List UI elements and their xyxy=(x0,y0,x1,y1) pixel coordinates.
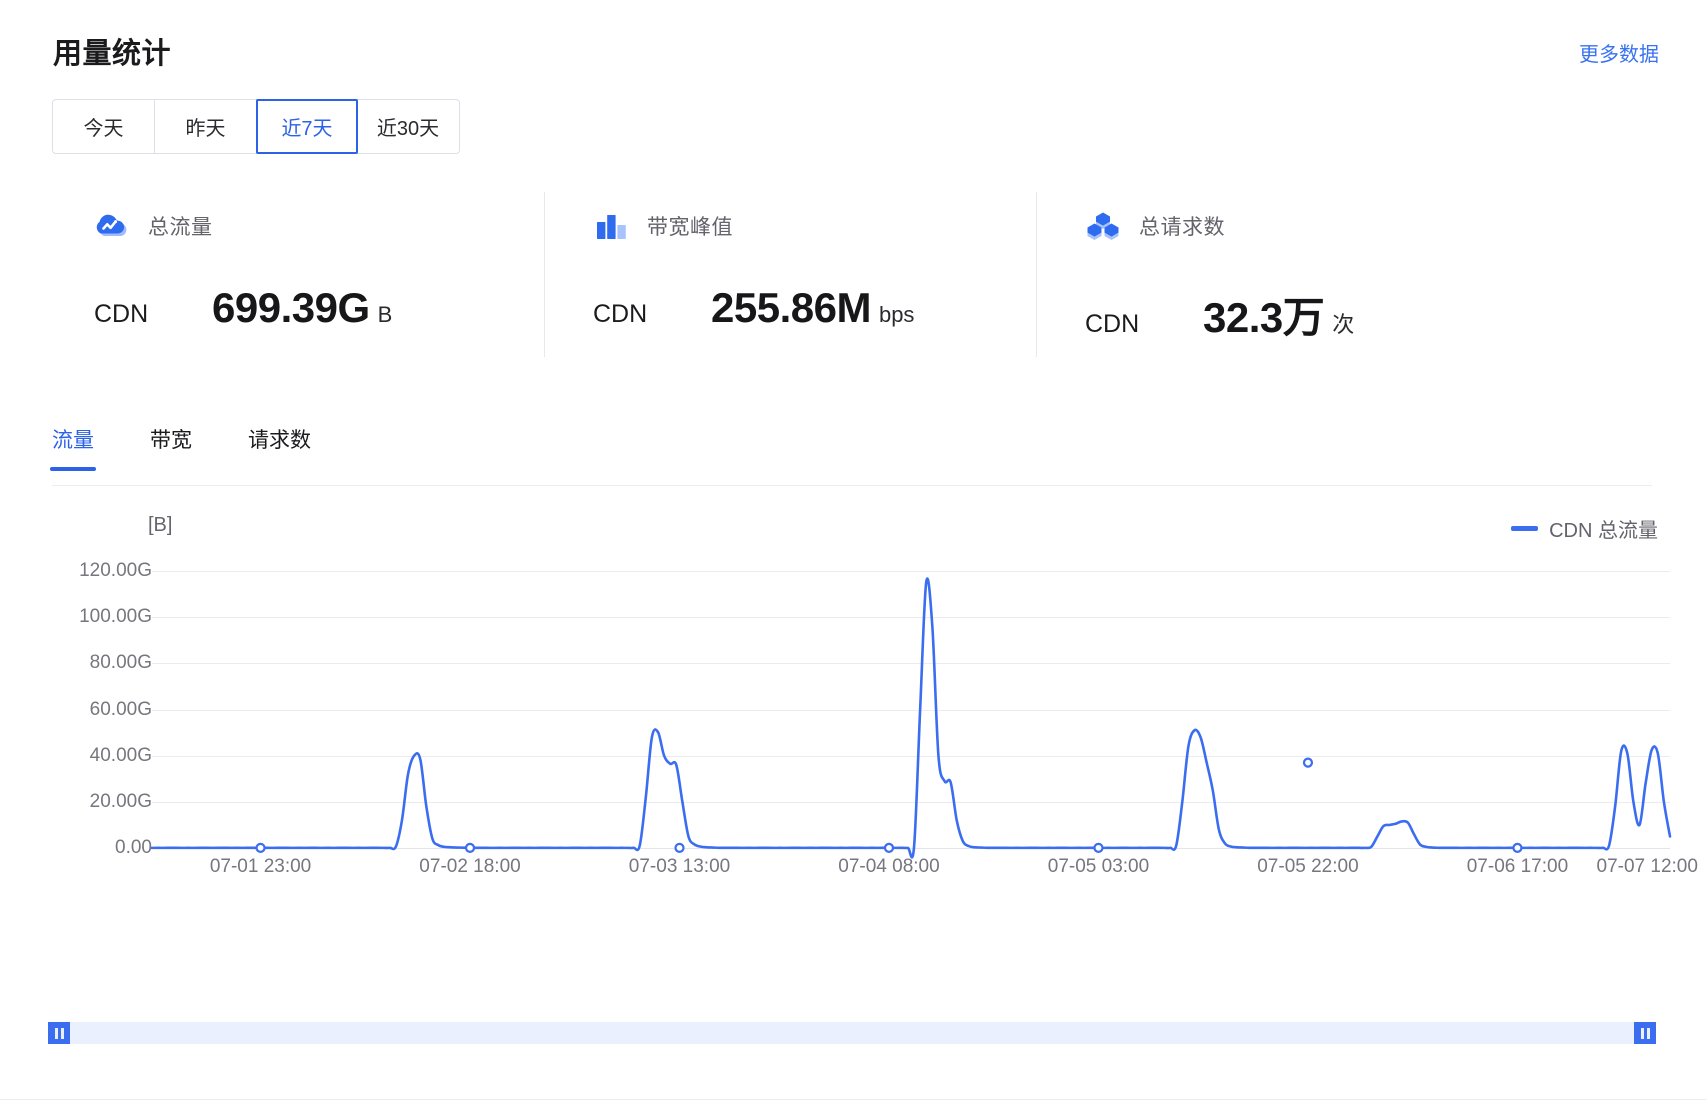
chart-line-path xyxy=(152,579,1670,858)
tab-bandwidth[interactable]: 带宽 xyxy=(150,429,192,452)
summary-card-unit: 次 xyxy=(1332,312,1355,337)
summary-card-label: 总流量 xyxy=(148,216,213,239)
chart-series-cdn-total-traffic[interactable] xyxy=(152,548,1670,848)
summary-card-body: CDN 699.39G B xyxy=(92,284,544,332)
grip-handle-icon xyxy=(1646,1027,1650,1039)
legend-label: CDN 总流量 xyxy=(1549,520,1658,542)
page-title: 用量统计 xyxy=(53,38,172,70)
summary-card-header: 总请求数 xyxy=(1083,206,1528,246)
chart-x-tick-label: 07-06 17:00 xyxy=(1466,856,1569,877)
summary-card-label: 总请求数 xyxy=(1139,216,1225,239)
cubes-icon xyxy=(1083,206,1123,246)
grip-handle-icon xyxy=(60,1027,64,1039)
chart-gridline xyxy=(152,755,1670,757)
chart-data-point-marker[interactable] xyxy=(1094,844,1102,852)
summary-card-value: 255.86M xyxy=(711,284,871,331)
chart-data-point-marker[interactable] xyxy=(885,844,893,852)
range-tab-last-30-days[interactable]: 近30天 xyxy=(357,100,459,153)
chart-data-point-marker[interactable] xyxy=(257,844,265,852)
summary-card-total-requests: 总请求数 CDN 32.3万 次 xyxy=(1036,192,1528,357)
chart-gridline xyxy=(152,848,1670,849)
chart-gridline xyxy=(152,801,1670,803)
range-tab-yesterday[interactable]: 昨天 xyxy=(155,100,257,153)
chart-x-tick-label: 07-04 08:00 xyxy=(838,856,940,877)
summary-card-product: CDN xyxy=(94,300,149,328)
chart-x-axis: 07-01 23:00 07-02 18:00 07-03 13:00 07-04 0… xyxy=(152,856,1698,890)
tab-traffic[interactable]: 流量 xyxy=(50,424,96,471)
date-range-segmented-control: 今天 昨天 近7天 近30天 xyxy=(52,99,460,154)
legend-color-swatch xyxy=(1511,526,1539,531)
chart-gridline xyxy=(152,571,1670,573)
chart-y-tick-label: 0.00 xyxy=(115,837,152,858)
chart-x-tick-label: 07-01 23:00 xyxy=(209,856,312,877)
summary-card-label: 带宽峰值 xyxy=(647,216,733,239)
page-header: 用量统计 更多数据 xyxy=(0,0,1706,86)
chart-y-tick-label: 20.00G xyxy=(89,790,152,812)
grip-handle-icon xyxy=(1640,1027,1644,1039)
datazoom-left-handle[interactable] xyxy=(48,1022,70,1044)
chart-y-tick-label: 40.00G xyxy=(89,744,152,766)
summary-card-value: 699.39G xyxy=(212,284,370,331)
chart-y-axis: 120.00G 100.00G 80.00G 60.00G 40.00G 20.00G 0.… xyxy=(40,548,152,858)
summary-card-body: CDN 32.3万 次 xyxy=(1083,284,1528,345)
traffic-chart: [B] CDN 总流量 120.00G 100.00G 80.00G 60.00G 40… xyxy=(40,500,1698,970)
bar-chart-icon xyxy=(591,206,631,246)
summary-card-peak-bandwidth: 带宽峰值 CDN 255.86M bps xyxy=(544,192,1036,357)
summary-card-product: CDN xyxy=(593,300,648,328)
chart-data-point-marker[interactable] xyxy=(1513,844,1521,852)
chart-gridline xyxy=(152,709,1670,711)
datazoom-track[interactable] xyxy=(48,1022,1656,1044)
chart-y-tick-label: 100.00G xyxy=(79,606,152,628)
summary-card-header: 带宽峰值 xyxy=(591,206,1036,246)
summary-card-unit: bps xyxy=(878,302,915,327)
chart-legend-item-cdn-total-traffic[interactable]: CDN 总流量 xyxy=(1511,514,1658,543)
range-tab-today[interactable]: 今天 xyxy=(53,100,155,153)
chart-data-point-marker[interactable] xyxy=(1304,759,1312,767)
chart-x-tick-label: 07-05 22:00 xyxy=(1257,856,1359,877)
summary-card-total-traffic: 总流量 CDN 699.39G B xyxy=(52,192,544,357)
chart-y-tick-label: 120.00G xyxy=(79,560,152,582)
more-data-link[interactable]: 更多数据 xyxy=(1579,44,1659,66)
grip-handle-icon xyxy=(54,1027,58,1039)
chart-gridline xyxy=(152,663,1670,665)
chart-x-tick-label: 07-03 13:00 xyxy=(628,856,731,877)
summary-card-header: 总流量 xyxy=(92,206,544,246)
chart-x-tick-label: 07-02 18:00 xyxy=(419,856,521,877)
summary-card-product: CDN xyxy=(1085,310,1140,338)
range-tab-last-7-days[interactable]: 近7天 xyxy=(256,99,358,154)
chart-gridline xyxy=(152,617,1670,619)
summary-card-value: 32.3万 xyxy=(1203,294,1325,341)
chart-y-tick-label: 60.00G xyxy=(89,698,152,720)
summary-card-unit: B xyxy=(377,302,393,327)
tab-requests[interactable]: 请求数 xyxy=(248,429,311,452)
chart-unit-label: [B] xyxy=(148,514,173,536)
chart-plot-area: 120.00G 100.00G 80.00G 60.00G 40.00G 20.00G 0.… xyxy=(40,548,1698,908)
chart-y-tick-label: 80.00G xyxy=(89,652,152,674)
chart-x-tick-label: 07-07 12:00 xyxy=(1596,856,1698,877)
datazoom-right-handle[interactable] xyxy=(1634,1022,1656,1044)
summary-card-body: CDN 255.86M bps xyxy=(591,284,1036,332)
chart-grid-area xyxy=(152,548,1670,848)
cloud-trend-icon xyxy=(92,206,132,246)
metric-tab-bar: 流量 带宽 请求数 xyxy=(50,424,1652,486)
summary-cards: 总流量 CDN 699.39G B 带宽峰值 CDN xyxy=(52,192,1652,357)
chart-datazoom-slider[interactable] xyxy=(48,1022,1656,1044)
chart-x-tick-label: 07-05 03:00 xyxy=(1047,856,1150,877)
chart-data-point-marker[interactable] xyxy=(676,844,684,852)
chart-data-point-marker[interactable] xyxy=(466,844,474,852)
